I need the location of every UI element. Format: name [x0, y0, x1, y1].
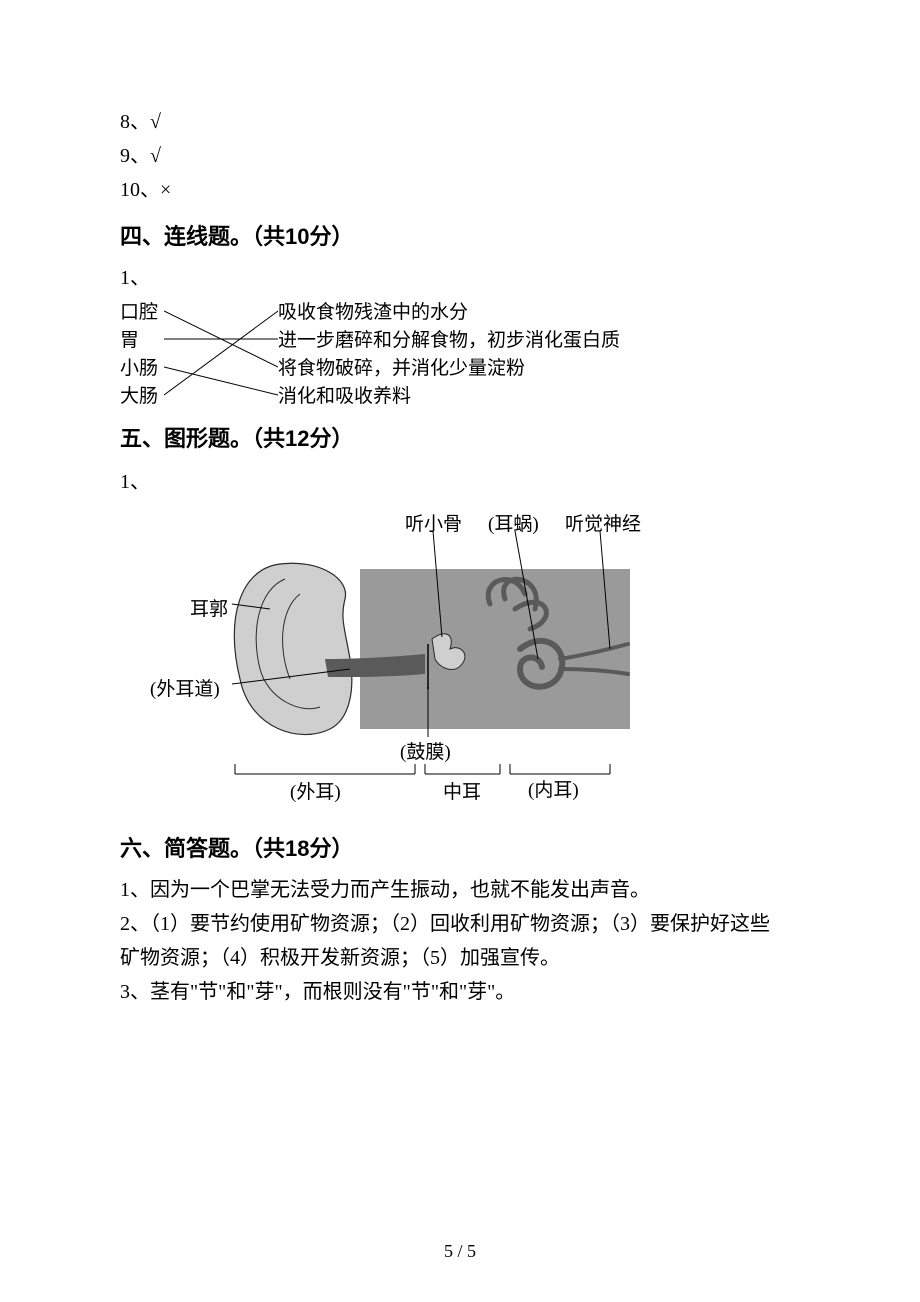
match-right-3: 消化和吸收养料 — [278, 383, 411, 411]
section4-q1: 1、 — [120, 261, 800, 295]
auricle-shape — [234, 563, 352, 734]
match-left-2: 小肠 — [120, 355, 158, 383]
document-page: 8、√ 9、√ 10、× 四、连线题。（共10分） 1、 口腔 胃 小肠 大肠 … — [0, 0, 920, 1302]
tf-answer-9: 9、√ — [120, 139, 800, 173]
bracket-middle — [425, 764, 500, 774]
tf-num: 8、 — [120, 111, 150, 133]
bracket-inner — [510, 764, 610, 774]
match-right-0: 吸收食物残渣中的水分 — [278, 299, 468, 327]
match-left-3: 大肠 — [120, 383, 158, 411]
match-left-1: 胃 — [120, 327, 139, 355]
match-right-1: 进一步磨碎和分解食物，初步消化蛋白质 — [278, 327, 620, 355]
section6-a3: 3、茎有"节"和"芽"，而根则没有"节"和"芽"。 — [120, 975, 800, 1009]
section6-a2-line2: 矿物资源；（4）积极开发新资源；（5）加强宣传。 — [120, 941, 800, 975]
ear-diagram: 听小骨 (耳蜗) 听觉神经 耳郭 (外耳道) (鼓膜) (外耳) 中耳 (内耳) — [150, 509, 670, 809]
tf-num: 9、 — [120, 145, 150, 167]
page-footer: 5 / 5 — [0, 1241, 920, 1262]
match-line-3 — [164, 311, 278, 395]
matching-diagram: 口腔 胃 小肠 大肠 吸收食物残渣中的水分 进一步磨碎和分解食物，初步消化蛋白质… — [120, 299, 800, 409]
section6-a2-line1: 2、（1）要节约使用矿物资源；（2）回收利用矿物资源；（3）要保护好这些 — [120, 907, 800, 941]
section5-heading: 五、图形题。（共12分） — [120, 419, 800, 459]
section6-a1: 1、因为一个巴掌无法受力而产生振动，也就不能发出声音。 — [120, 873, 800, 907]
ear-bg — [360, 569, 630, 729]
section5-q1: 1、 — [120, 465, 800, 499]
ear-svg — [150, 509, 670, 809]
tf-mark: × — [160, 179, 171, 201]
bracket-outer — [235, 764, 415, 774]
match-right-2: 将食物破碎，并消化少量淀粉 — [278, 355, 525, 383]
match-line-2 — [164, 367, 278, 395]
tf-mark: √ — [150, 111, 161, 133]
tf-mark: √ — [150, 145, 161, 167]
section4-heading: 四、连线题。（共10分） — [120, 217, 800, 257]
section6-heading: 六、简答题。（共18分） — [120, 829, 800, 869]
tf-answer-8: 8、√ — [120, 105, 800, 139]
match-left-0: 口腔 — [120, 299, 158, 327]
tf-answer-10: 10、× — [120, 173, 800, 207]
tf-answers: 8、√ 9、√ 10、× — [120, 105, 800, 207]
tf-num: 10、 — [120, 179, 160, 201]
matching-lines-svg — [164, 299, 278, 409]
